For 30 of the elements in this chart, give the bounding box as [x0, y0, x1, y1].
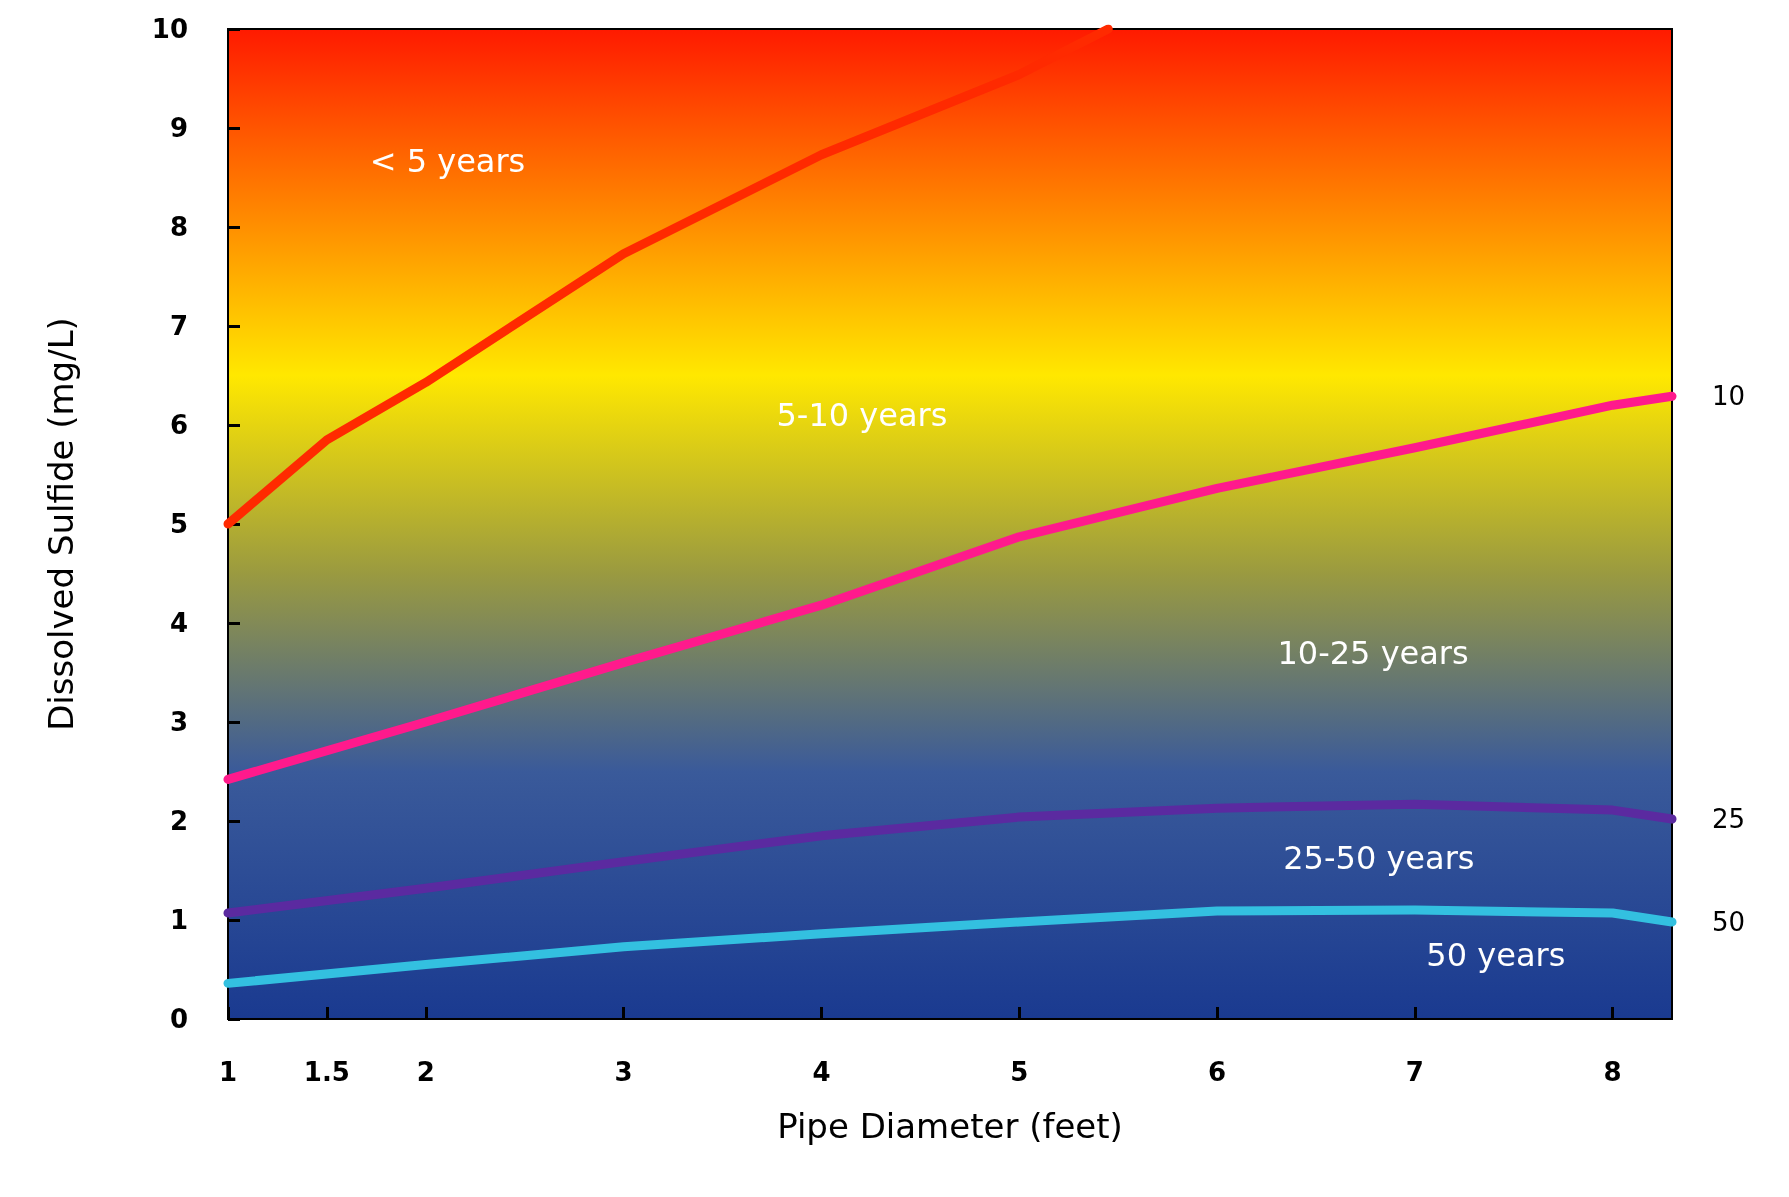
- x-tick-label: 1.5: [303, 1057, 350, 1087]
- x-tick-label: 2: [416, 1057, 435, 1087]
- x-tick-label: 6: [1207, 1057, 1227, 1087]
- x-tick-label: 4: [812, 1057, 831, 1087]
- annotation: 50 years: [1426, 935, 1566, 974]
- x-tick-label: 3: [614, 1057, 633, 1087]
- x-tick-label: 8: [1603, 1057, 1622, 1087]
- series-label: 50: [1712, 906, 1746, 937]
- series-label: 10: [1712, 381, 1746, 412]
- y-tick-label: 7: [169, 311, 188, 341]
- annotation: 5-10 years: [776, 396, 948, 435]
- annotation: < 5 years: [369, 141, 526, 180]
- x-axis-title: Pipe Diameter (feet): [777, 1106, 1123, 1146]
- x-tick-label: 5: [1010, 1057, 1029, 1087]
- y-tick-label: 8: [169, 212, 188, 242]
- y-tick-label: 1: [169, 905, 188, 935]
- y-tick-label: 3: [169, 707, 188, 737]
- x-tick-label: 7: [1405, 1057, 1424, 1087]
- y-tick-label: 5: [169, 509, 188, 539]
- y-tick-label: 4: [169, 608, 188, 638]
- annotation: 25-50 years: [1283, 838, 1475, 877]
- y-tick-label: 2: [169, 806, 188, 836]
- y-tick-label: 9: [169, 113, 188, 143]
- series-label: 25: [1712, 804, 1746, 835]
- y-tick-label: 6: [169, 410, 188, 440]
- annotation: 10-25 years: [1277, 633, 1469, 672]
- y-tick-label: 0: [169, 1004, 188, 1034]
- y-axis-title: Dissolved Sulfide (mg/L): [41, 317, 81, 731]
- x-tick-label: 1: [218, 1057, 238, 1087]
- y-tick-label: 10: [151, 14, 188, 44]
